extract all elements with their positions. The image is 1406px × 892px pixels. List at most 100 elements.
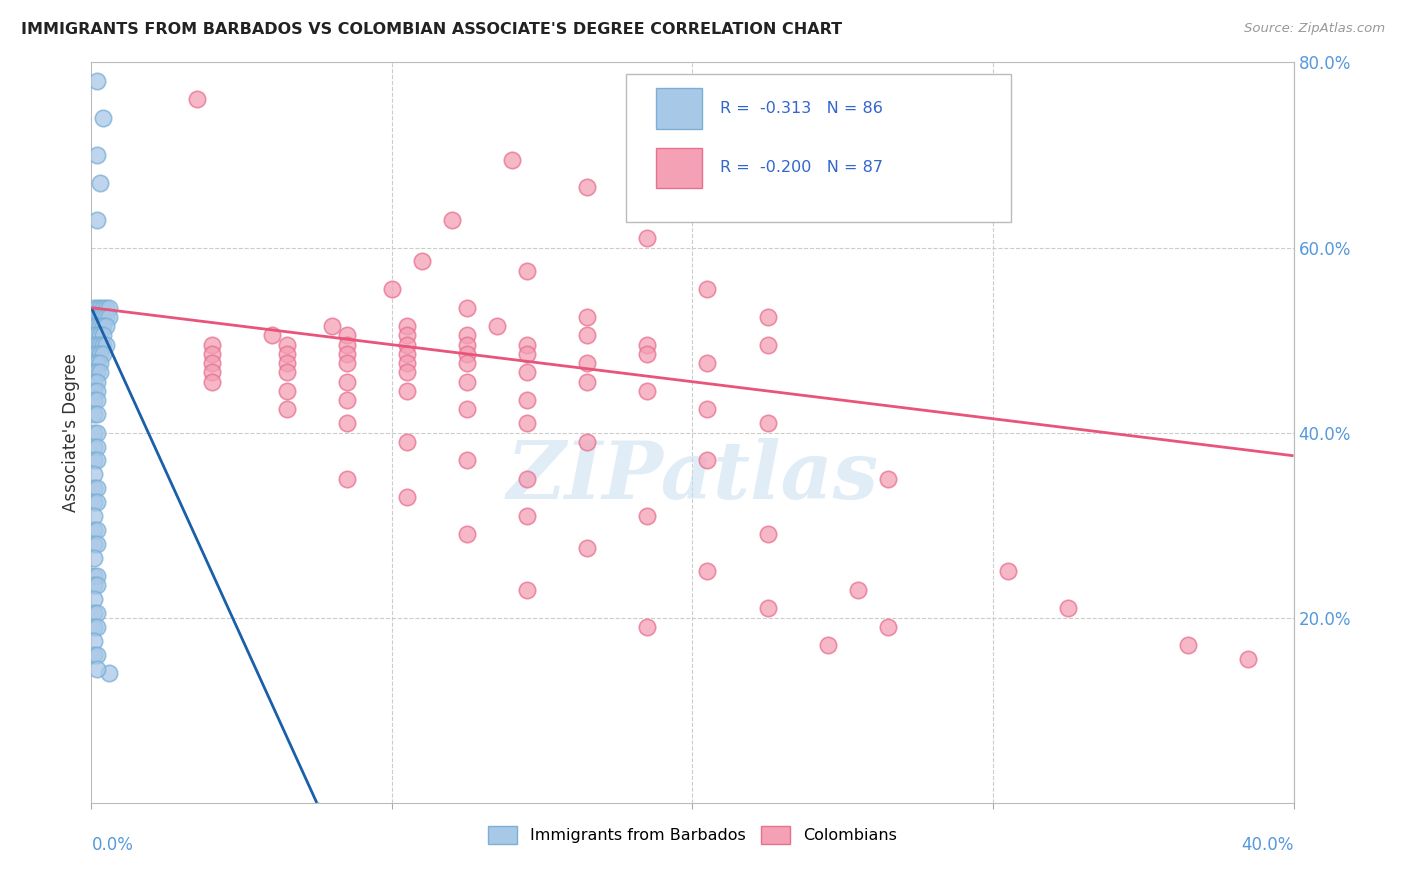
Point	[83, 407, 105, 421]
Point	[636, 337, 658, 351]
Point	[83, 467, 105, 482]
Point	[83, 606, 105, 620]
Point	[516, 582, 538, 597]
Point	[696, 565, 718, 579]
Point	[576, 328, 599, 343]
Text: Source: ZipAtlas.com: Source: ZipAtlas.com	[1244, 22, 1385, 36]
Point	[201, 356, 224, 370]
Point	[93, 347, 115, 361]
Point	[411, 254, 433, 268]
Text: R =  -0.313   N = 86: R = -0.313 N = 86	[720, 101, 883, 116]
Point	[336, 393, 359, 408]
Point	[83, 393, 105, 408]
Point	[86, 74, 108, 88]
Point	[86, 366, 108, 380]
Point	[276, 347, 298, 361]
Point	[89, 328, 111, 343]
Point	[336, 337, 359, 351]
Point	[83, 453, 105, 467]
Point	[83, 375, 105, 389]
Point	[83, 356, 105, 370]
Point	[86, 453, 108, 467]
Point	[516, 472, 538, 486]
Point	[86, 578, 108, 592]
Point	[395, 491, 418, 505]
Point	[456, 402, 478, 417]
Point	[576, 310, 599, 324]
Point	[86, 337, 108, 351]
Point	[756, 310, 779, 324]
Point	[395, 328, 418, 343]
Point	[576, 541, 599, 556]
Point	[201, 366, 224, 380]
Point	[86, 212, 108, 227]
Point	[516, 417, 538, 431]
Point	[86, 569, 108, 583]
Point	[93, 111, 115, 125]
Point	[395, 434, 418, 449]
Point	[96, 319, 118, 334]
Text: 0.0%: 0.0%	[91, 836, 134, 855]
Point	[86, 328, 108, 343]
Point	[395, 356, 418, 370]
Point	[817, 639, 839, 653]
Point	[83, 481, 105, 495]
Point	[260, 328, 283, 343]
Point	[93, 310, 115, 324]
Point	[395, 319, 418, 334]
Point	[516, 263, 538, 277]
Point	[83, 536, 105, 550]
Point	[83, 347, 105, 361]
Point	[89, 301, 111, 315]
Point	[86, 347, 108, 361]
Point	[93, 301, 115, 315]
Point	[83, 633, 105, 648]
Point	[876, 472, 898, 486]
Text: IMMIGRANTS FROM BARBADOS VS COLOMBIAN ASSOCIATE'S DEGREE CORRELATION CHART: IMMIGRANTS FROM BARBADOS VS COLOMBIAN AS…	[21, 22, 842, 37]
Point	[756, 527, 779, 541]
Point	[456, 347, 478, 361]
Point	[516, 337, 538, 351]
Point	[86, 375, 108, 389]
Point	[89, 366, 111, 380]
Point	[756, 417, 779, 431]
Point	[93, 337, 115, 351]
Point	[276, 356, 298, 370]
Point	[83, 366, 105, 380]
Point	[201, 347, 224, 361]
Point	[276, 402, 298, 417]
Point	[201, 375, 224, 389]
FancyBboxPatch shape	[626, 73, 1011, 221]
Point	[636, 231, 658, 245]
Point	[336, 347, 359, 361]
Point	[83, 592, 105, 607]
Point	[846, 582, 869, 597]
Point	[876, 620, 898, 634]
Point	[98, 666, 121, 681]
Point	[83, 310, 105, 324]
Point	[201, 337, 224, 351]
Point	[456, 337, 478, 351]
Point	[86, 606, 108, 620]
Point	[336, 472, 359, 486]
Point	[276, 384, 298, 398]
Point	[83, 440, 105, 454]
Point	[86, 425, 108, 440]
Point	[696, 356, 718, 370]
Point	[456, 356, 478, 370]
Point	[83, 319, 105, 334]
Point	[456, 453, 478, 467]
Point	[636, 508, 658, 523]
Point	[395, 337, 418, 351]
Point	[486, 319, 509, 334]
Point	[89, 319, 111, 334]
Point	[336, 328, 359, 343]
Point	[501, 153, 523, 167]
Point	[86, 319, 108, 334]
Point	[86, 620, 108, 634]
Point	[89, 310, 111, 324]
Point	[801, 120, 824, 135]
Point	[696, 453, 718, 467]
Point	[96, 337, 118, 351]
Point	[83, 301, 105, 315]
